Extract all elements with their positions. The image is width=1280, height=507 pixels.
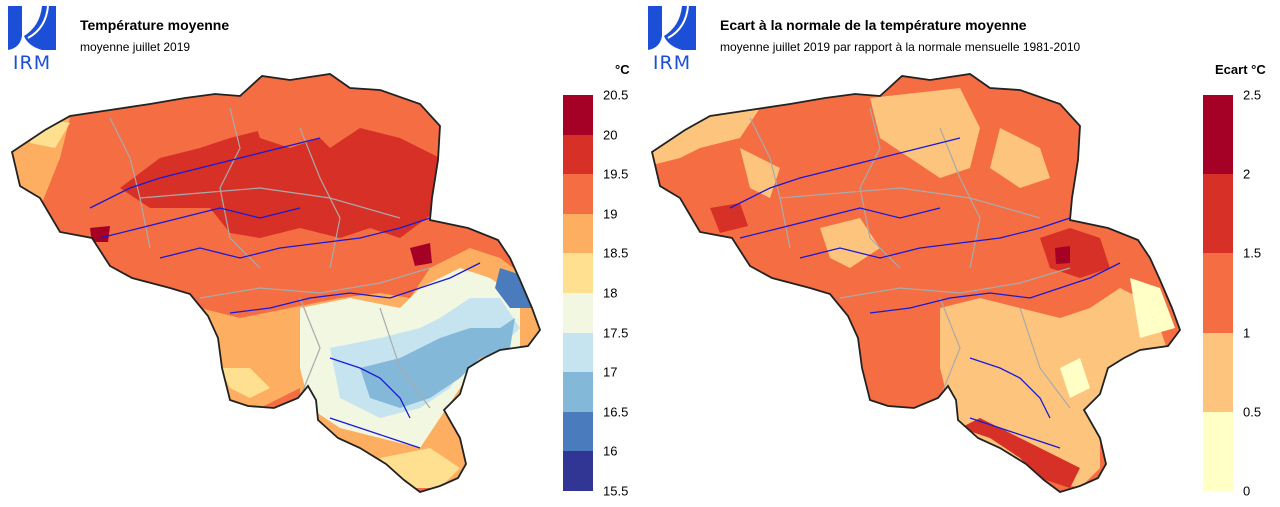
irm-logo-icon [648, 6, 696, 50]
legend-swatch [563, 411, 593, 452]
irm-logo-text: IRM [652, 52, 692, 74]
legend-swatch [1203, 332, 1233, 412]
irm-logo: IRM [646, 6, 698, 74]
legend-swatch [1203, 95, 1233, 175]
belgium-temperature-map [10, 73, 542, 493]
legend-swatch [563, 213, 593, 254]
legend-tick-label: 1.5 [1243, 245, 1262, 261]
anomaly-zones [652, 74, 1180, 492]
legend-tick-label: 15.5 [603, 483, 629, 499]
legend-tick-label: 1 [1243, 325, 1251, 341]
legend-swatch [563, 372, 593, 412]
legend-tick-label: 20 [603, 127, 618, 143]
legend-tick-label: 0.5 [1243, 404, 1262, 420]
legend-tick-label: 18.5 [603, 245, 629, 261]
rivers [89, 137, 481, 449]
legend-swatch [563, 253, 593, 293]
legend-swatch [1203, 411, 1233, 491]
irm-logo-icon [8, 6, 56, 50]
belgium-border [10, 73, 542, 493]
map-subtitle: moyenne juillet 2019 par rapport à la no… [720, 40, 1081, 54]
legend-swatch [563, 451, 593, 491]
temperature-zones [12, 74, 540, 492]
legend-unit: °C [615, 62, 630, 77]
irm-logo: IRM [6, 6, 58, 74]
legend-swatch [563, 95, 593, 135]
legend-swatch [1203, 253, 1233, 333]
map-title: Température moyenne [80, 17, 230, 33]
legend-tick-label: 17 [603, 364, 618, 380]
legend-tick-label: 16.5 [603, 404, 629, 420]
province-borders [749, 107, 1071, 409]
legend-tick-label: 19 [603, 206, 618, 222]
belgium-anomaly-map [650, 73, 1182, 493]
map-subtitle: moyenne juillet 2019 [80, 40, 191, 54]
legend-swatch [563, 174, 593, 214]
legend-swatch [563, 332, 593, 373]
legend-tick-label: 17.5 [603, 325, 629, 341]
legend-tick-label: 0 [1243, 483, 1251, 499]
legend-tick-label: 19.5 [603, 166, 629, 182]
legend-swatch [563, 292, 593, 333]
legend-tick-label: 20.5 [603, 87, 629, 103]
rivers [729, 137, 1121, 449]
anomaly-map-panel: IRM Ecart à la normale de la température… [640, 0, 1280, 507]
temperature-map-panel: IRM Température moyenne moyenne juillet … [6, 6, 630, 499]
belgium-border [650, 73, 1182, 493]
legend-unit: Ecart °C [1215, 62, 1266, 77]
legend-color-bar [563, 95, 593, 491]
legend-tick-label: 2 [1243, 166, 1251, 182]
province-borders [109, 107, 431, 409]
legend-tick-label: 16 [603, 443, 618, 459]
legend-tick-label: 2.5 [1243, 87, 1262, 103]
map-title: Ecart à la normale de la température moy… [720, 17, 1027, 33]
legend-tick-label: 18 [603, 285, 618, 301]
legend-swatch [1203, 174, 1233, 254]
irm-logo-text: IRM [12, 52, 52, 74]
legend-swatch [563, 134, 593, 175]
legend-color-bar [1203, 95, 1233, 491]
